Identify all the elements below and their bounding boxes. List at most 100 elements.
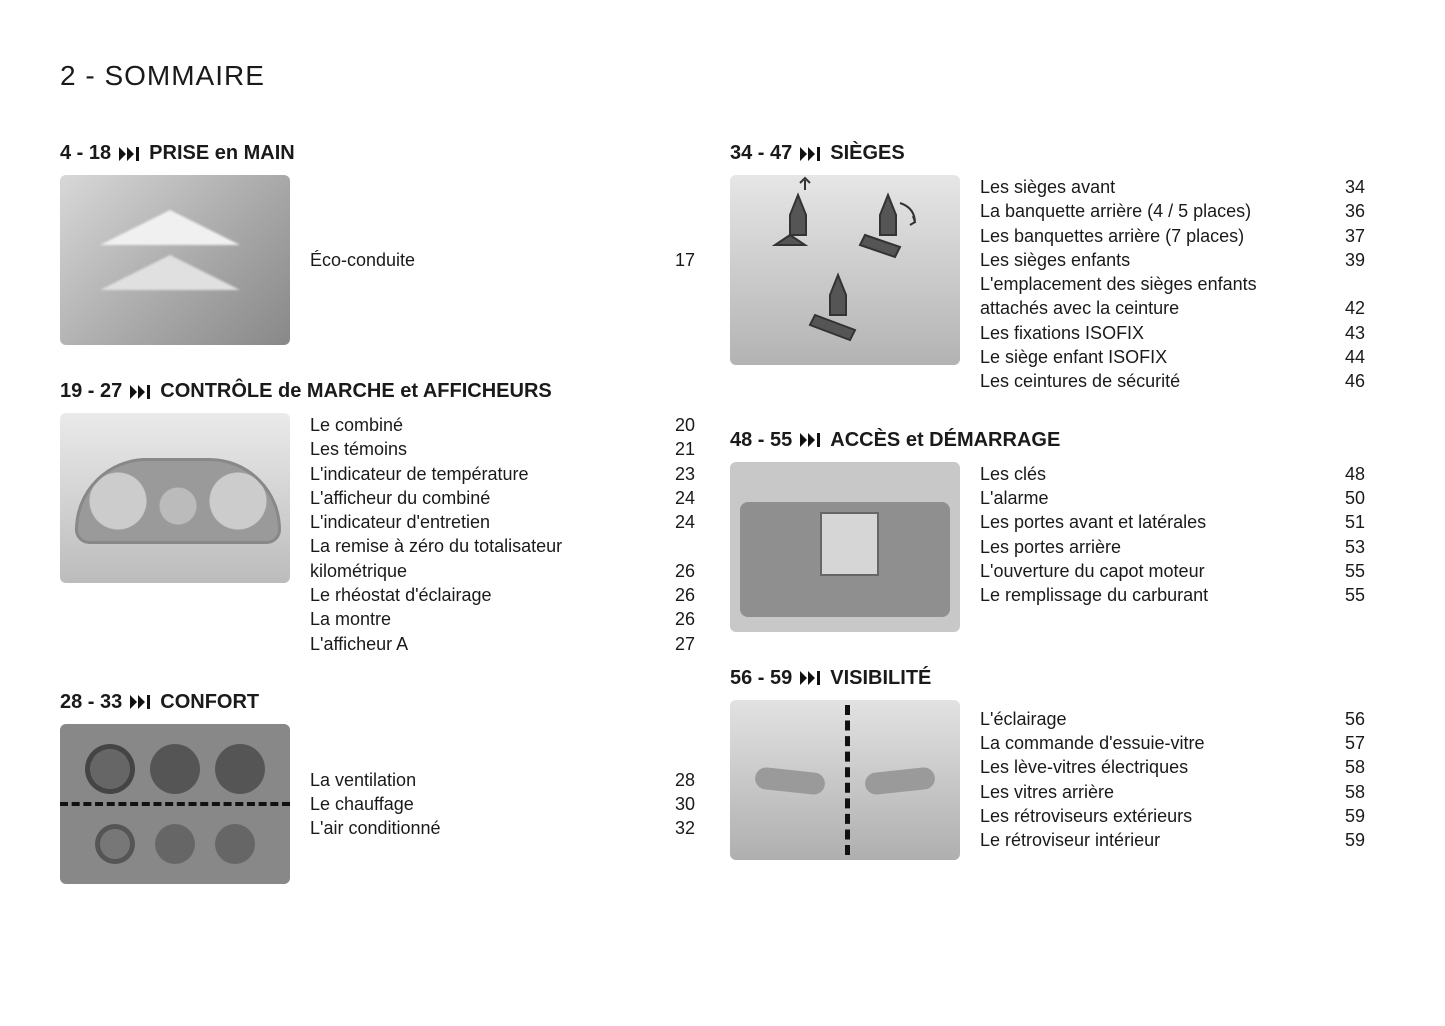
- entry-page: 34: [1335, 175, 1365, 199]
- toc-entry: Les banquettes arrière (7 places)37: [980, 224, 1365, 248]
- toc-entry: Le rétroviseur intérieur59: [980, 828, 1365, 852]
- toc-entry: Les portes avant et latérales 51: [980, 510, 1365, 534]
- toc-entry: L'indicateur d'entretien24: [310, 510, 695, 534]
- section-title: PRISE en MAIN: [149, 142, 295, 165]
- entry-page: 26: [665, 559, 695, 583]
- entry-page: 28: [665, 768, 695, 792]
- page-title: 2 - SOMMAIRE: [60, 60, 1365, 92]
- entry-label: Les témoins: [310, 437, 655, 461]
- section-sieges: 34 - 47 SIÈGES: [730, 142, 1365, 394]
- content-columns: 4 - 18 PRISE en MAIN Éco-conduite17 19 -…: [60, 142, 1365, 919]
- entry-page: 20: [665, 413, 695, 437]
- fast-forward-icon: [119, 147, 141, 161]
- section-prise: 4 - 18 PRISE en MAIN Éco-conduite17: [60, 142, 695, 345]
- section-acces: 48 - 55 ACCÈS et DÉMARRAGE Les clés48 L'…: [730, 429, 1365, 632]
- page-range: 34 - 47: [730, 142, 792, 165]
- entry-page: 21: [665, 437, 695, 461]
- section-controle: 19 - 27 CONTRÔLE de MARCHE et AFFICHEURS…: [60, 380, 695, 656]
- entry-page: 57: [1335, 731, 1365, 755]
- section-visibilite: 56 - 59 VISIBILITÉ L'éclairage56 La comm…: [730, 667, 1365, 860]
- page-range: 48 - 55: [730, 429, 792, 452]
- entry-label: L'alarme: [980, 486, 1325, 510]
- toc-entry: L'ouverture du capot moteur 55: [980, 559, 1365, 583]
- entry-page: 46: [1335, 369, 1365, 393]
- entry-label: Les lève-vitres électriques: [980, 755, 1325, 779]
- section-title: VISIBILITÉ: [830, 667, 931, 690]
- entry-page: 59: [1335, 804, 1365, 828]
- thumbnail-van: [730, 462, 960, 632]
- toc-entries: Les clés48 L'alarme50 Les portes avant e…: [980, 462, 1365, 608]
- toc-entry: Le combiné20: [310, 413, 695, 437]
- section-title: CONFORT: [160, 691, 259, 714]
- entry-label: Le rhéostat d'éclairage: [310, 583, 655, 607]
- toc-entry: La commande d'essuie-vitre 57: [980, 731, 1365, 755]
- section-body: L'éclairage56 La commande d'essuie-vitre…: [730, 700, 1365, 860]
- page-range: 28 - 33: [60, 691, 122, 714]
- toc-entry: La remise à zéro du totalisateur kilomét…: [310, 534, 695, 583]
- entry-page: 42: [1335, 296, 1365, 320]
- entry-page: 44: [1335, 345, 1365, 369]
- entry-page: 58: [1335, 755, 1365, 779]
- section-title: SIÈGES: [830, 142, 904, 165]
- page-range: 4 - 18: [60, 142, 111, 165]
- entry-label: L'afficheur du combiné: [310, 486, 655, 510]
- toc-entry: L'éclairage56: [980, 707, 1365, 731]
- toc-entry: L'alarme50: [980, 486, 1365, 510]
- thumbnail-dashboard: [60, 413, 290, 583]
- entry-page: 48: [1335, 462, 1365, 486]
- entry-page: 23: [665, 462, 695, 486]
- entry-label: La montre: [310, 607, 655, 631]
- entry-page: 27: [665, 632, 695, 656]
- section-body: Les sièges avant34 La banquette arrière …: [730, 175, 1365, 394]
- entry-page: 58: [1335, 780, 1365, 804]
- entry-label: L'air conditionné: [310, 816, 655, 840]
- entry-page: 43: [1335, 321, 1365, 345]
- entry-label: La commande d'essuie-vitre: [980, 731, 1325, 755]
- entry-page: 32: [665, 816, 695, 840]
- section-header-acces: 48 - 55 ACCÈS et DÉMARRAGE: [730, 429, 1365, 452]
- toc-entry: Les clés48: [980, 462, 1365, 486]
- entry-page: 26: [665, 607, 695, 631]
- entry-page: 24: [665, 510, 695, 534]
- entry-label: L'emplacement des sièges enfants attaché…: [980, 272, 1325, 321]
- entry-label: Les rétroviseurs extérieurs: [980, 804, 1325, 828]
- toc-entries: Les sièges avant34 La banquette arrière …: [980, 175, 1365, 394]
- toc-entry: Le siège enfant ISOFIX44: [980, 345, 1365, 369]
- entry-label: Éco-conduite: [310, 248, 655, 272]
- entry-page: 39: [1335, 248, 1365, 272]
- entry-page: 53: [1335, 535, 1365, 559]
- entry-label: Les portes arrière: [980, 535, 1325, 559]
- toc-entry: L'afficheur du combiné 24: [310, 486, 695, 510]
- toc-entries: La ventilation28 Le chauffage30 L'air co…: [310, 768, 695, 841]
- page-range: 56 - 59: [730, 667, 792, 690]
- entry-page: 55: [1335, 559, 1365, 583]
- entry-label: La banquette arrière (4 / 5 places): [980, 199, 1325, 223]
- toc-entry: L'emplacement des sièges enfants attaché…: [980, 272, 1365, 321]
- toc-entry: La ventilation 28: [310, 768, 695, 792]
- entry-label: L'afficheur A: [310, 632, 655, 656]
- toc-entry: L'air conditionné 32: [310, 816, 695, 840]
- entry-label: Les fixations ISOFIX: [980, 321, 1325, 345]
- entry-label: Les ceintures de sécurité: [980, 369, 1325, 393]
- entry-page: 24: [665, 486, 695, 510]
- section-header-visibilite: 56 - 59 VISIBILITÉ: [730, 667, 1365, 690]
- entry-page: 59: [1335, 828, 1365, 852]
- entry-label: Les sièges enfants: [980, 248, 1325, 272]
- section-confort: 28 - 33 CONFORT La ventilation 28 Le chau…: [60, 691, 695, 884]
- entry-label: La ventilation: [310, 768, 655, 792]
- toc-entry: Les fixations ISOFIX 43: [980, 321, 1365, 345]
- toc-entry: La banquette arrière (4 / 5 places)36: [980, 199, 1365, 223]
- entry-page: 55: [1335, 583, 1365, 607]
- thumbnail-seats: [730, 175, 960, 365]
- entry-label: Le chauffage: [310, 792, 655, 816]
- fast-forward-icon: [800, 433, 822, 447]
- entry-page: 37: [1335, 224, 1365, 248]
- entry-label: Les portes avant et latérales: [980, 510, 1325, 534]
- section-body: Éco-conduite17: [60, 175, 695, 345]
- section-header-sieges: 34 - 47 SIÈGES: [730, 142, 1365, 165]
- entry-page: 51: [1335, 510, 1365, 534]
- entry-label: L'ouverture du capot moteur: [980, 559, 1325, 583]
- toc-entries: L'éclairage56 La commande d'essuie-vitre…: [980, 707, 1365, 853]
- fast-forward-icon: [800, 671, 822, 685]
- toc-entries: Le combiné20 Les témoins 21 L'indicateur …: [310, 413, 695, 656]
